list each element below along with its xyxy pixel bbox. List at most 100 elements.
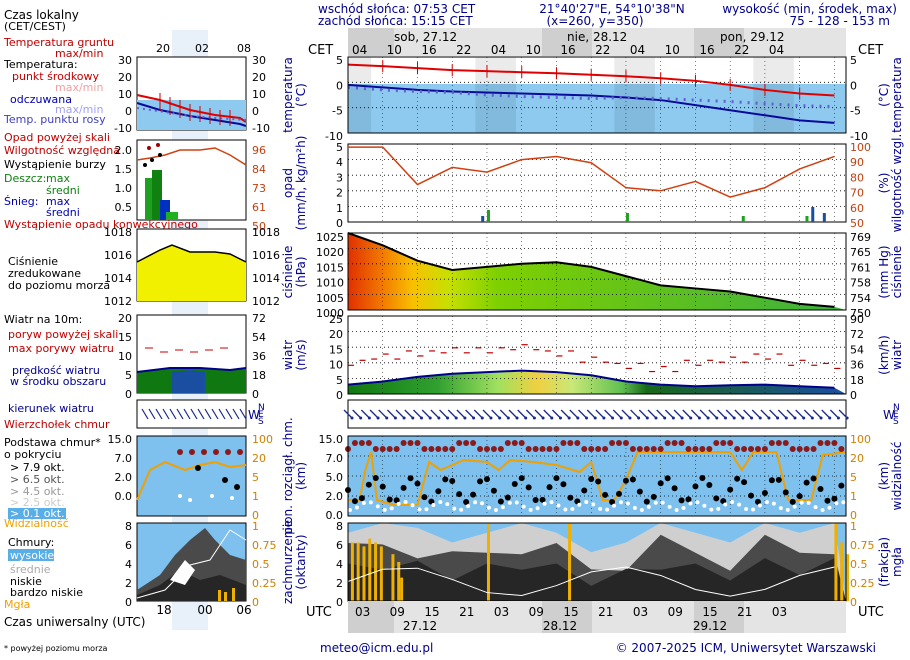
- wind-arrow: [803, 409, 813, 419]
- cloud-top-dot: [803, 446, 810, 452]
- cloud-top-dot: [699, 446, 706, 452]
- cloud-base-dot-light: [584, 500, 589, 505]
- tick-label: -5: [850, 105, 861, 118]
- cloud-top-dot: [365, 440, 372, 446]
- wind-arrow: [708, 409, 718, 419]
- legend-tick: 5: [252, 471, 259, 484]
- wind-arrow: [595, 409, 605, 419]
- legend-tick: 4: [125, 558, 132, 571]
- svg-text:poryw powyżej skali: poryw powyżej skali: [8, 328, 118, 341]
- cloud-base-dot-light: [792, 504, 797, 509]
- svg-text:Wiatr na 10m:: Wiatr na 10m:: [4, 313, 82, 326]
- fog-axis-title: mgła: [890, 547, 904, 577]
- cloud-top-dot: [754, 446, 761, 452]
- legend-tick: 0: [125, 596, 132, 609]
- day-label-bottom: 29.12: [693, 619, 727, 633]
- legend-tick: 100: [252, 433, 273, 446]
- svg-text:> 0.1 okt.: > 0.1 okt.: [10, 507, 65, 520]
- cloud-base-dot-light: [813, 505, 818, 510]
- svg-text:o pokryciu: o pokryciu: [4, 448, 61, 461]
- cloud-top-dot: [567, 440, 574, 446]
- wind-arrow: [447, 409, 457, 419]
- legend-tick: 1012: [104, 295, 132, 308]
- cloud-base-dot-light: [396, 501, 401, 506]
- cloud-top-dot: [421, 446, 428, 452]
- wind-arrow: [673, 409, 683, 419]
- legend-wind-arrow: [197, 408, 205, 420]
- legend-tick: 0.5: [252, 558, 270, 571]
- tick-label: 6: [336, 539, 343, 552]
- legend-tick: 10: [118, 88, 132, 101]
- svg-text:wiatr: wiatr: [890, 340, 904, 370]
- cloud-base-dot: [692, 483, 699, 490]
- hour-label-top: 04: [491, 43, 506, 57]
- cloud-base-dot-light: [778, 506, 783, 511]
- tick-label: 5: [850, 471, 857, 484]
- legend-tick: 18: [252, 369, 266, 382]
- hour-label-bottom: 15: [424, 605, 439, 619]
- legend-tick: 0.25: [252, 577, 277, 590]
- cloud-base-dot: [685, 496, 692, 503]
- cloud-base-dot-light: [591, 502, 596, 507]
- cloud-axis-title: pion. rozciągł. chm.: [281, 417, 295, 535]
- cloud-top-dot: [768, 440, 775, 446]
- wind-arrow-head: [732, 416, 736, 420]
- cloud-base-dot: [761, 490, 768, 497]
- cloud-top-dot: [442, 446, 449, 452]
- cloud-top-dot: [456, 440, 463, 446]
- tick-label: 0: [850, 79, 857, 92]
- temp-axis-title: temperatura: [281, 57, 295, 133]
- night-band: [475, 57, 516, 133]
- legend-tick: 0: [252, 105, 259, 118]
- wind-arrow: [630, 409, 640, 419]
- svg-text:(mm/h, kg/m²h): (mm/h, kg/m²h): [294, 136, 308, 231]
- hour-label-bottom: 03: [633, 605, 648, 619]
- wind-arrow-head: [393, 416, 397, 420]
- wind-arrow: [543, 409, 553, 419]
- legend-tick: 36: [252, 350, 266, 363]
- cloud-top-dot: [504, 440, 511, 446]
- wind-arrow-head: [411, 416, 415, 420]
- cloud-base-dot: [699, 475, 706, 482]
- wind-arrow-head: [819, 416, 823, 420]
- wind-arrow: [386, 409, 396, 419]
- legend-wind-arrow: [183, 408, 191, 420]
- cloud-top-dot: [407, 440, 414, 446]
- email-link[interactable]: meteo@icm.edu.pl: [320, 641, 433, 655]
- wind-arrow: [552, 409, 561, 419]
- dir-label: W: [248, 408, 260, 422]
- dir-label: N: [258, 403, 265, 413]
- hour-label-bottom: 03: [355, 605, 370, 619]
- cloud-base-dot: [817, 486, 824, 493]
- hour-label-top: 04: [630, 43, 645, 57]
- wind-arrow-head: [558, 416, 562, 420]
- wind-arrow: [586, 409, 596, 419]
- wind-arrow-head: [637, 416, 641, 420]
- cover-axis-title: zachmurzenie: [281, 520, 295, 604]
- wind-axis-title: wiatr: [281, 340, 295, 370]
- tick-label: 80: [850, 171, 864, 184]
- legend-wind-arrow: [232, 408, 240, 420]
- visibility-axis-title: widzialność: [890, 442, 904, 511]
- svg-text:bardzo niskie: bardzo niskie: [10, 586, 83, 599]
- legend-tick: 2.0: [115, 144, 133, 157]
- legend-tick: 2: [125, 577, 132, 590]
- svg-text:> 7.9 okt.: > 7.9 okt.: [10, 461, 65, 474]
- cloud-base-dot-light: [452, 506, 457, 511]
- cloud-base-dot: [525, 484, 532, 491]
- cloud-base-dot: [768, 477, 775, 484]
- cloud-base-dot-light: [445, 502, 450, 507]
- wind-arrow: [612, 409, 622, 419]
- cloud-base-dot-light: [709, 507, 714, 512]
- hour-label-bottom: 15: [702, 605, 717, 619]
- cloud-base-dot: [518, 475, 525, 482]
- wind-arrow-head: [359, 416, 363, 420]
- wind-arrow: [621, 409, 631, 419]
- tick-label: 90: [850, 156, 864, 169]
- legend-tick: 15.0: [108, 433, 133, 446]
- cloud-base-dot-light: [410, 503, 415, 508]
- svg-text:Śnieg:: Śnieg:: [4, 195, 38, 208]
- cloud-base-dot: [365, 481, 372, 488]
- cloud-base-dot: [796, 493, 803, 500]
- cloud-base-dot: [782, 489, 789, 496]
